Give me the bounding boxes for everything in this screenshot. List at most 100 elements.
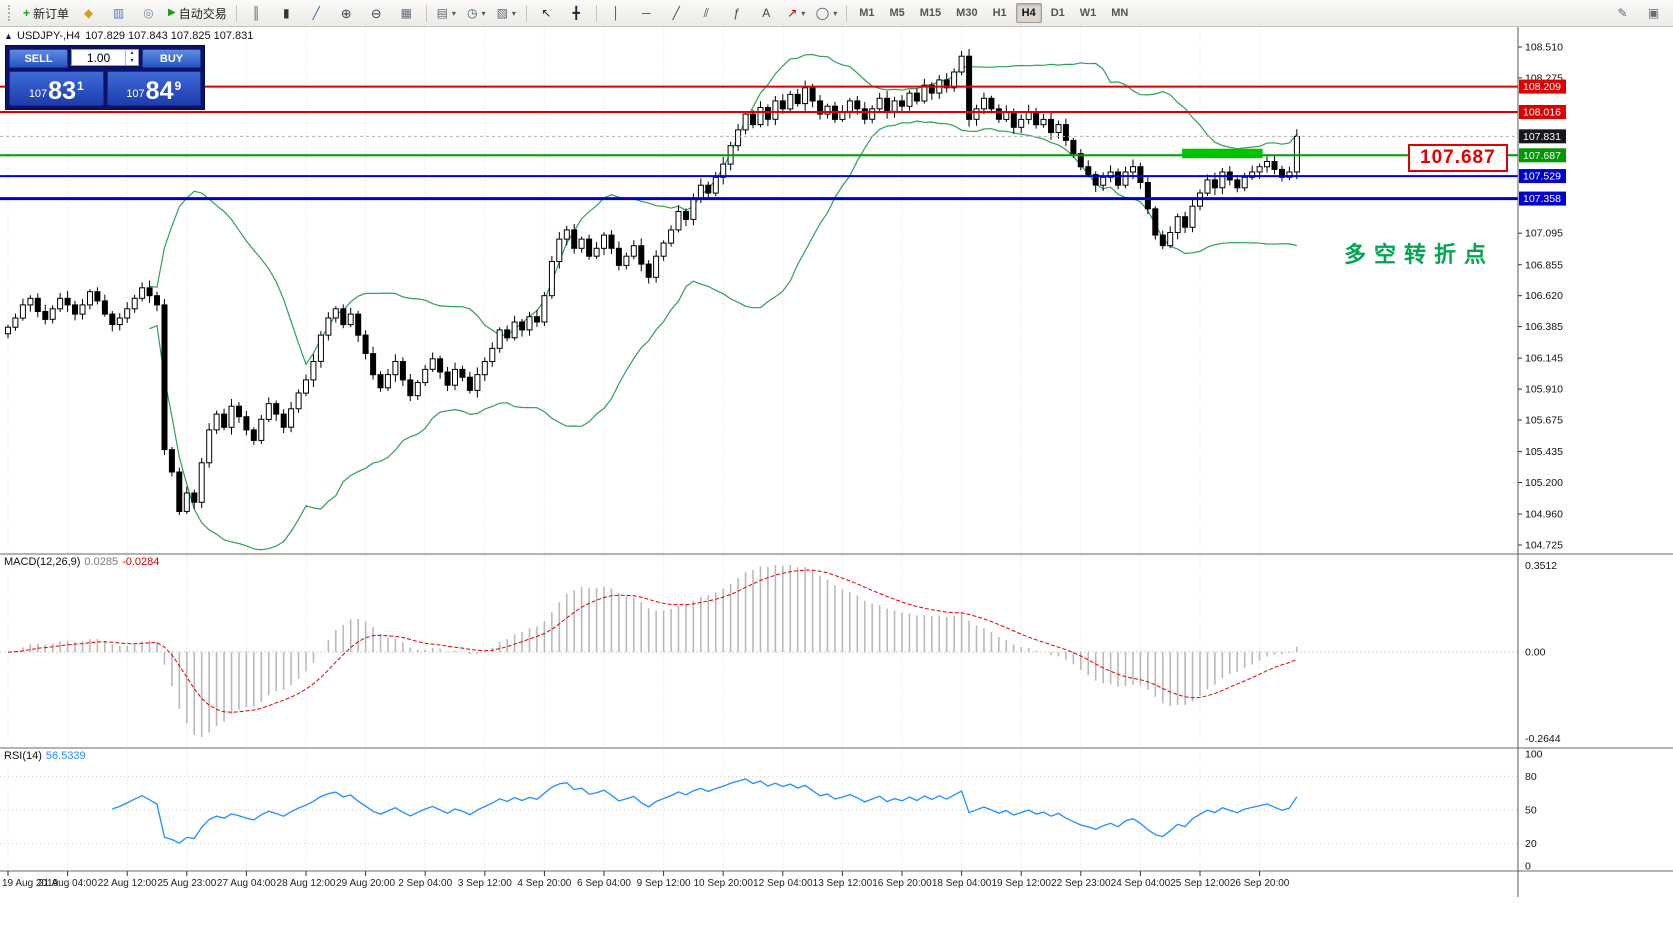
svg-text:106.855: 106.855: [1525, 259, 1563, 271]
candlestick-chart-button[interactable]: ▮: [272, 2, 301, 25]
svg-text:24 Sep 04:00: 24 Sep 04:00: [1111, 878, 1171, 889]
toolbar-grip[interactable]: [8, 5, 15, 21]
period-button[interactable]: ◷ ▾: [462, 2, 491, 25]
arrows-tool[interactable]: ↗ ▾: [782, 2, 811, 25]
bar-chart-button[interactable]: ║: [242, 2, 271, 25]
zoom-in-button[interactable]: ⊕: [332, 2, 361, 25]
macd-histogram: [14, 565, 1298, 737]
one-click-collapse-arrow[interactable]: ▲: [4, 31, 13, 41]
horizontal-level-lines[interactable]: [0, 85, 1518, 201]
line-chart-button[interactable]: ╱: [302, 2, 331, 25]
toolbar-separator: [425, 4, 427, 22]
buy-price-big: 84: [145, 77, 174, 105]
timeframe-h4[interactable]: H4: [1015, 3, 1042, 23]
chevron-down-icon: ▾: [801, 8, 806, 18]
macd-axis-labels: 0.3512 0.00 -0.2644: [1525, 560, 1561, 745]
cursor-button[interactable]: ↖: [532, 2, 561, 25]
data-window-button[interactable]: ▥: [104, 2, 133, 25]
lot-decrease-button[interactable]: ▾: [130, 57, 134, 64]
crosshair-button[interactable]: ╋: [562, 2, 591, 25]
timeframe-d1[interactable]: D1: [1050, 7, 1065, 19]
grid-icon: ▦: [400, 6, 412, 20]
price-callout-box[interactable]: 107.687: [1408, 144, 1508, 172]
timeframe-m1[interactable]: M1: [859, 7, 875, 19]
timeframe-m30[interactable]: M30: [956, 7, 978, 19]
svg-text:20: 20: [1525, 838, 1537, 850]
navigator-button[interactable]: ◎: [134, 2, 163, 25]
panel-separator[interactable]: [0, 747, 1673, 749]
candlestick-series: [5, 49, 1300, 515]
price-axis-tags: 108.209 108.016 107.831 107.687 107.529 107.3…: [1519, 79, 1566, 206]
svg-text:28 Aug 12:00: 28 Aug 12:00: [277, 878, 336, 889]
svg-text:13 Sep 12:00: 13 Sep 12:00: [813, 878, 873, 889]
svg-text:107.529: 107.529: [1523, 171, 1561, 183]
buy-price-int: 107: [126, 88, 145, 100]
rsi-value: 56.5339: [45, 750, 86, 762]
zoom-out-button[interactable]: ⊖: [362, 2, 391, 25]
timeframe-h1[interactable]: H1: [992, 7, 1007, 19]
lot-size-input[interactable]: [72, 50, 125, 65]
edit-button[interactable]: ✎: [1608, 2, 1637, 25]
panel-separator[interactable]: [0, 553, 1673, 555]
vertical-line-tool[interactable]: │: [602, 2, 631, 25]
svg-text:2 Sep 04:00: 2 Sep 04:00: [398, 878, 452, 889]
svg-text:19 Sep 12:00: 19 Sep 12:00: [991, 878, 1051, 889]
svg-text:4 Sep 20:00: 4 Sep 20:00: [517, 878, 571, 889]
text-tool[interactable]: A: [752, 2, 781, 25]
macd-name: MACD(12,26,9): [4, 556, 81, 568]
market-watch-icon: ◆: [83, 6, 94, 20]
chart-ohlc-label: 107.829 107.843 107.825 107.831: [85, 30, 254, 42]
crosshair-icon: ╋: [572, 6, 580, 20]
template-button[interactable]: ▧ ▾: [492, 2, 521, 25]
buy-button[interactable]: BUY: [142, 49, 201, 68]
buy-price-sup: 9: [174, 79, 182, 93]
market-watch-button[interactable]: ◆: [74, 2, 103, 25]
zoom-out-icon: ⊖: [370, 5, 382, 21]
svg-text:22 Aug 12:00: 22 Aug 12:00: [98, 878, 157, 889]
svg-text:6 Sep 04:00: 6 Sep 04:00: [577, 878, 631, 889]
trendline-tool[interactable]: ╱: [662, 2, 691, 25]
timeframe-w1[interactable]: W1: [1079, 7, 1097, 19]
svg-text:12 Sep 04:00: 12 Sep 04:00: [753, 878, 813, 889]
zoom-in-icon: ⊕: [340, 5, 352, 21]
lot-size-box: ▴ ▾: [71, 49, 139, 66]
chart-area[interactable]: 108.510108.275107.095106.855106.620106.3…: [0, 27, 1673, 897]
note-text[interactable]: 多空转折点: [1344, 242, 1495, 267]
cursor-icon: ↖: [541, 6, 552, 20]
svg-text:0.3512: 0.3512: [1525, 560, 1557, 572]
buy-price-button[interactable]: 107 84 9: [106, 71, 201, 106]
svg-text:108.016: 108.016: [1523, 106, 1561, 118]
timeframe-m15[interactable]: M15: [919, 7, 942, 19]
sell-button[interactable]: SELL: [9, 49, 68, 68]
timeframe-mn[interactable]: MN: [1111, 7, 1129, 19]
macd-label: MACD(12,26,9) 0.0285 -0.0284: [4, 556, 163, 568]
svg-text:25 Aug 23:00: 25 Aug 23:00: [157, 878, 216, 889]
rsi-axis-labels: 100 80 50 20 0: [1525, 749, 1543, 873]
svg-text:-0.2644: -0.2644: [1525, 733, 1561, 745]
svg-text:105.910: 105.910: [1525, 384, 1563, 396]
channel-tool[interactable]: ⫽: [692, 2, 721, 25]
layout-button[interactable]: ▣: [1639, 2, 1668, 25]
highlight-zone[interactable]: [1182, 148, 1263, 159]
horizontal-line-tool[interactable]: ─: [632, 2, 661, 25]
shapes-tool[interactable]: ◯ ▾: [812, 2, 841, 25]
chevron-down-icon: ▾: [511, 8, 516, 18]
clock-icon: ◷: [467, 6, 478, 20]
sell-price-big: 83: [48, 77, 76, 105]
grid-button[interactable]: ▦: [392, 2, 421, 25]
svg-text:3 Sep 12:00: 3 Sep 12:00: [458, 878, 512, 889]
lot-increase-button[interactable]: ▴: [130, 50, 134, 56]
timeframe-m5[interactable]: M5: [889, 7, 905, 19]
fibonacci-tool[interactable]: ƒ: [722, 2, 751, 25]
pencil-icon: ✎: [1617, 6, 1628, 20]
svg-text:22 Sep 23:00: 22 Sep 23:00: [1051, 878, 1111, 889]
shapes-tool-icon: ◯: [815, 6, 830, 20]
sell-price-button[interactable]: 107 83 1: [9, 71, 104, 106]
tile-windows-button[interactable]: ▤ ▾: [432, 2, 461, 25]
svg-text:80: 80: [1525, 771, 1537, 783]
svg-text:0: 0: [1525, 861, 1531, 873]
new-order-button[interactable]: + 新订单: [19, 2, 73, 25]
autotrading-button[interactable]: ▶ 自动交易: [164, 2, 231, 25]
